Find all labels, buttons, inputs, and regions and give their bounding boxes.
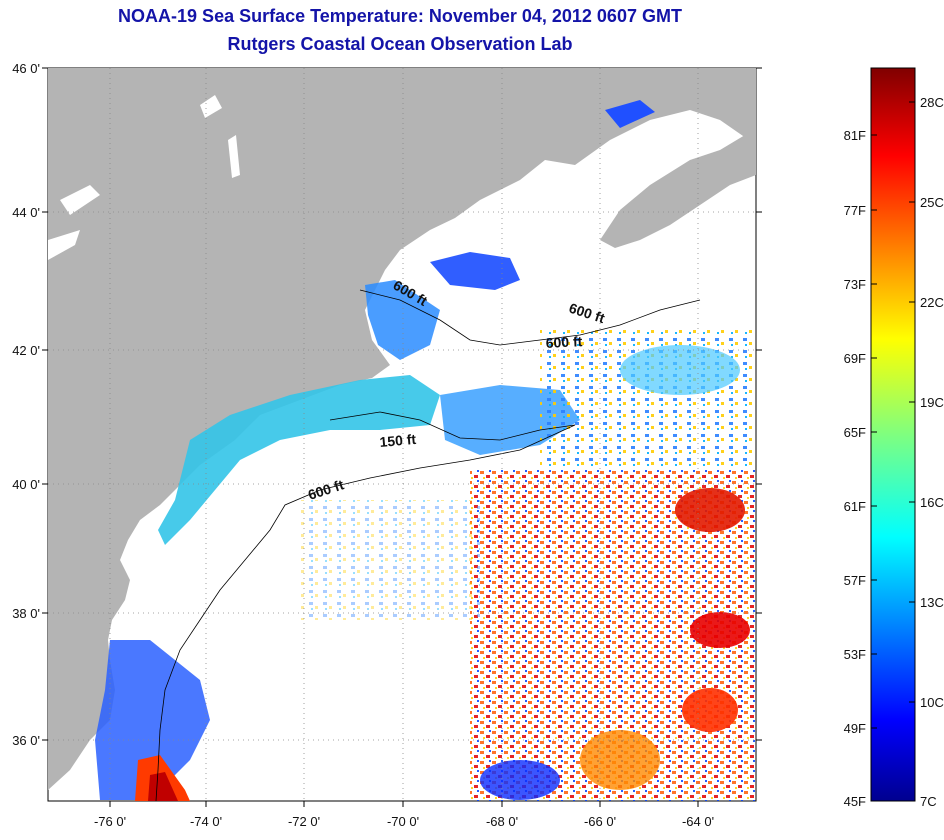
lat-label: 46 0' xyxy=(12,61,40,76)
sst-jordan-basin xyxy=(430,252,520,290)
land-nova-scotia xyxy=(600,130,756,248)
sst-warm-eddy-2 xyxy=(690,612,750,648)
lon-label: -66 0' xyxy=(584,814,616,829)
contour-label-600ft-gb: 600 ft xyxy=(545,333,583,351)
colorbar-c-label: 22C xyxy=(920,295,944,310)
sst-warm-eddy-3 xyxy=(682,688,738,732)
colorbar-f-label: 81F xyxy=(844,128,866,143)
colorbar-c-label: 28C xyxy=(920,95,944,110)
sst-cool-patch xyxy=(620,345,740,395)
axis-ticks xyxy=(42,67,762,807)
colorbar xyxy=(870,67,916,802)
lat-label: 40 0' xyxy=(12,477,40,492)
colorbar-f-label: 45F xyxy=(844,794,866,809)
sst-sne-shelf xyxy=(158,375,440,545)
sst-warm-eddy-1 xyxy=(675,488,745,532)
colorbar-c-label: 7C xyxy=(920,794,937,809)
colorbar-f-label: 65F xyxy=(844,425,866,440)
lon-label: -68 0' xyxy=(486,814,518,829)
colorbar-c-label: 13C xyxy=(920,595,944,610)
land-northeast-us xyxy=(48,68,756,790)
colorbar-f-label: 61F xyxy=(844,499,866,514)
contour-label-150ft: 150 ft xyxy=(379,431,417,450)
map-subtitle: Rutgers Coastal Ocean Observation Lab xyxy=(227,34,573,54)
contour-line-600ft-south xyxy=(155,424,576,801)
sst-warm-eddy-4 xyxy=(580,730,660,790)
lat-label: 42 0' xyxy=(12,343,40,358)
lon-label: -76 0' xyxy=(94,814,126,829)
sst-gulf-of-maine xyxy=(365,280,440,360)
lake-4 xyxy=(48,230,80,260)
map-title: NOAA-19 Sea Surface Temperature: Novembe… xyxy=(118,6,682,26)
sst-bay-of-fundy xyxy=(605,100,655,128)
colorbar-f-label: 69F xyxy=(844,351,866,366)
colorbar-f-label: 73F xyxy=(844,277,866,292)
colorbar-ticks xyxy=(871,101,915,729)
lat-label: 44 0' xyxy=(12,205,40,220)
colorbar-c-label: 16C xyxy=(920,495,944,510)
lon-label: -70 0' xyxy=(387,814,419,829)
contour-line-150ft xyxy=(329,411,576,441)
sst-deep-cold-patch xyxy=(480,760,560,800)
contour-line-600ft-north xyxy=(359,289,701,346)
sst-mid-atlantic-shelf xyxy=(95,640,210,800)
colorbar-c-label: 25C xyxy=(920,195,944,210)
grid xyxy=(48,68,756,801)
map-content: 600 ft 600 ft 600 ft 150 ft 600 ft xyxy=(48,68,756,801)
colorbar-c-label: 19C xyxy=(920,395,944,410)
lon-label: -74 0' xyxy=(190,814,222,829)
lake-2 xyxy=(228,135,240,178)
colorbar-f-label: 49F xyxy=(844,721,866,736)
sst-gulf-stream-core xyxy=(148,772,178,801)
lake-3 xyxy=(60,185,100,215)
lon-label: -72 0' xyxy=(288,814,320,829)
colorbar-f-label: 57F xyxy=(844,573,866,588)
lat-label: 36 0' xyxy=(12,733,40,748)
colorbar-c-label: 10C xyxy=(920,695,944,710)
colorbar-f-label: 77F xyxy=(844,203,866,218)
lon-label: -64 0' xyxy=(682,814,714,829)
lake-1 xyxy=(200,95,222,118)
sst-offshore-speckle-mid xyxy=(300,500,480,620)
lat-label: 38 0' xyxy=(12,606,40,621)
colorbar-f-label: 53F xyxy=(844,647,866,662)
